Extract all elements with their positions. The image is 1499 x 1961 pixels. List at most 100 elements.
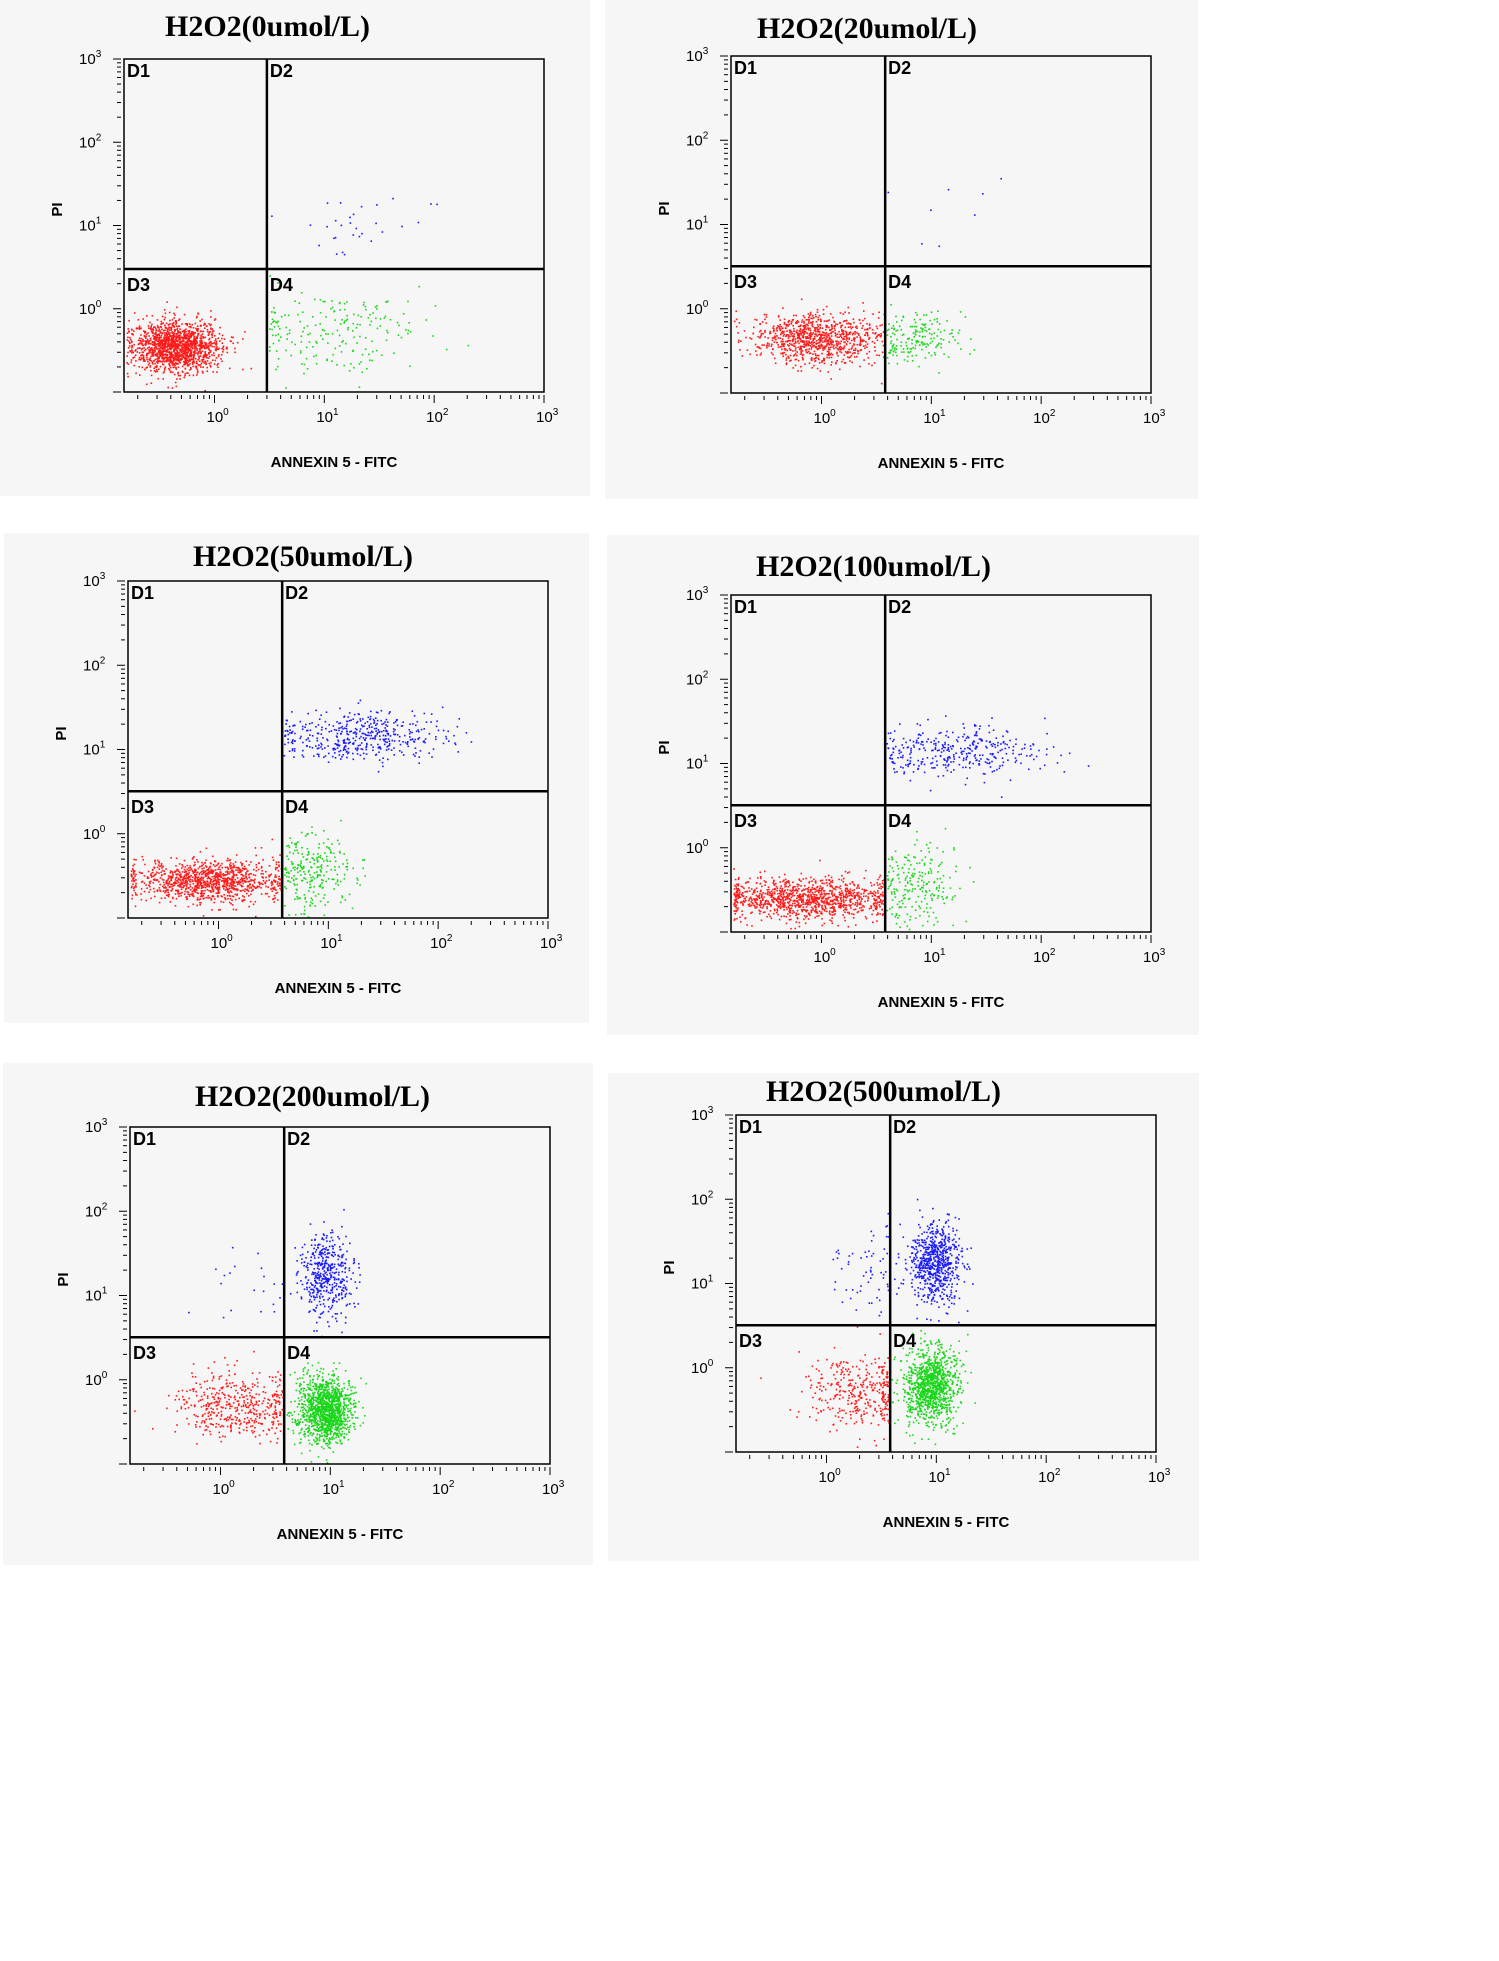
event-dot <box>176 351 179 354</box>
event-dot <box>156 871 158 874</box>
event-dot <box>160 897 163 900</box>
event-dot <box>218 873 220 876</box>
event-dot <box>136 894 138 896</box>
event-dot <box>178 344 181 347</box>
event-dot <box>774 338 777 341</box>
x-tick-label: 103 <box>540 933 563 952</box>
event-dot <box>814 333 816 336</box>
event-dot <box>213 880 215 882</box>
event-dot <box>293 879 295 882</box>
event-dot <box>217 892 220 894</box>
event-dot <box>859 339 862 342</box>
event-dot <box>294 732 296 735</box>
event-dot <box>795 322 797 324</box>
event-dot <box>383 739 385 742</box>
event-dot <box>164 329 166 332</box>
event-dot <box>182 361 185 363</box>
event-dot <box>892 354 894 356</box>
event-dot <box>862 325 864 327</box>
event-dot <box>309 332 311 335</box>
event-dot <box>241 864 243 867</box>
event-dot <box>197 364 200 366</box>
event-dot <box>245 876 247 879</box>
event-dot <box>176 890 179 892</box>
event-dot <box>359 323 361 326</box>
event-dot <box>175 362 177 364</box>
event-dot <box>819 347 821 349</box>
event-dot <box>199 348 201 351</box>
event-dot <box>179 338 181 340</box>
event-dot <box>218 874 221 877</box>
event-dot <box>168 337 171 340</box>
event-dot <box>271 856 274 859</box>
event-dot <box>783 318 786 321</box>
event-dot <box>237 867 239 869</box>
event-dot <box>210 361 212 364</box>
event-dot <box>199 880 201 883</box>
event-dot <box>773 329 775 332</box>
event-dot <box>214 876 217 879</box>
event-dot <box>152 335 154 337</box>
event-dot <box>191 340 194 343</box>
event-dot <box>175 873 177 875</box>
tick-exponent: 0 <box>96 299 102 310</box>
event-dot <box>215 882 217 885</box>
tick-base: 10 <box>536 409 553 426</box>
event-dot <box>773 337 775 340</box>
event-dot <box>308 853 310 855</box>
event-dot <box>326 359 328 362</box>
event-dot <box>206 883 209 886</box>
event-dot <box>295 892 297 894</box>
event-dot <box>318 744 320 746</box>
event-dot <box>358 235 361 238</box>
event-dot <box>814 360 816 363</box>
event-dot <box>131 351 133 354</box>
event-dot <box>936 321 939 323</box>
event-dot <box>276 322 278 324</box>
event-dot <box>279 887 281 890</box>
panel-background <box>4 533 589 1023</box>
event-dot <box>175 366 177 369</box>
event-dot <box>780 352 782 355</box>
event-dot <box>334 856 336 859</box>
event-dot <box>173 342 176 345</box>
event-dot <box>808 318 810 321</box>
event-dot <box>352 752 354 755</box>
event-dot <box>171 362 173 365</box>
event-dot <box>385 729 387 732</box>
event-dot <box>176 345 178 347</box>
event-dot <box>183 893 186 895</box>
event-dot <box>189 335 191 337</box>
event-dot <box>198 873 201 876</box>
event-dot <box>206 866 208 868</box>
event-dot <box>198 351 200 354</box>
event-dot <box>846 350 849 353</box>
event-dot <box>388 712 390 715</box>
event-dot <box>845 335 848 338</box>
event-dot <box>301 363 303 365</box>
event-dot <box>163 367 166 370</box>
event-dot <box>800 352 803 354</box>
event-dot <box>202 336 204 338</box>
event-dot <box>271 890 273 892</box>
event-dot <box>140 357 143 360</box>
event-dot <box>859 342 862 344</box>
event-dot <box>840 348 842 350</box>
event-dot <box>788 323 790 326</box>
event-dot <box>200 351 202 354</box>
event-dot <box>806 343 809 345</box>
event-dot <box>237 881 240 883</box>
event-dot <box>412 753 415 756</box>
event-dot <box>801 319 804 321</box>
event-dot <box>368 353 370 356</box>
event-dot <box>173 340 175 342</box>
event-dot <box>236 877 239 879</box>
y-tick-label: 100 <box>83 824 106 843</box>
event-dot <box>195 316 198 319</box>
event-dot <box>761 344 764 346</box>
event-dot <box>167 344 169 346</box>
event-dot <box>169 343 171 346</box>
event-dot <box>171 331 173 333</box>
event-dot <box>199 345 202 348</box>
event-dot <box>398 324 400 327</box>
